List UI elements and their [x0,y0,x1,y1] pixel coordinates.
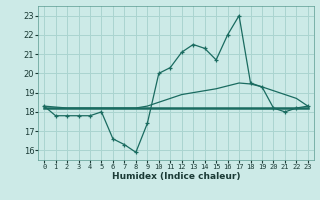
X-axis label: Humidex (Indice chaleur): Humidex (Indice chaleur) [112,172,240,181]
